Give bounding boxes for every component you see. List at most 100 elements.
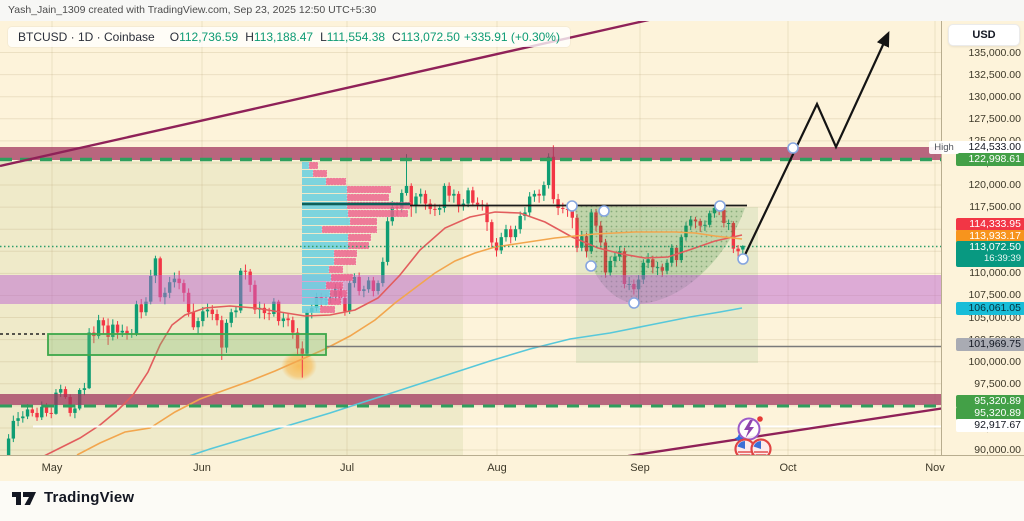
resistance-zone xyxy=(0,147,941,160)
time-axis[interactable]: May Jun Jul Aug Sep Oct Nov xyxy=(0,455,1024,482)
candle-body xyxy=(111,324,115,337)
candle-body xyxy=(546,156,551,186)
price-axis[interactable]: USD 135,000.00 132,500.00 130,000.00 127,50… xyxy=(941,21,1024,456)
change-value: +335.91 (+0.30%) xyxy=(463,30,560,44)
candle-body xyxy=(532,193,537,197)
price-label-ma-fast: 114,333.95 xyxy=(956,217,1024,231)
drawing-anchor xyxy=(598,205,610,217)
candle-body xyxy=(16,418,20,421)
candle-body xyxy=(291,320,295,333)
candle-body xyxy=(305,312,309,354)
candle-body xyxy=(63,389,68,398)
price-tick: 127,500.00 xyxy=(968,112,1021,125)
month-label-jul: Jul xyxy=(339,462,355,474)
candle-body xyxy=(125,330,129,334)
close-label: C xyxy=(392,30,401,44)
tradingview-logo-text: TradingView xyxy=(44,489,135,506)
candle-body xyxy=(551,156,556,200)
candle-body xyxy=(262,307,267,314)
ma-fast-line xyxy=(44,211,743,455)
candle-body xyxy=(44,406,49,413)
price-label-level: 122,998.61 xyxy=(956,152,1024,166)
price-label-ma-mid: 113,933.17 xyxy=(956,229,1024,243)
purple-demand-zone xyxy=(0,275,941,304)
support-box xyxy=(47,333,327,356)
chart-plot-area[interactable] xyxy=(0,0,941,481)
candle-body xyxy=(101,320,106,326)
candle-body xyxy=(736,248,740,252)
candle-body xyxy=(267,313,271,315)
drawing-anchor xyxy=(628,297,640,309)
price-label-level: 101,969.75 xyxy=(956,337,1024,351)
candle-body xyxy=(25,409,30,417)
symbol-title: BTCUSD · 1D · Coinbase xyxy=(18,30,155,44)
price-tick: 117,500.00 xyxy=(969,201,1021,214)
price-label-level: 95,320.89 xyxy=(956,406,1024,420)
gridlines xyxy=(0,21,941,455)
month-label-sep: Sep xyxy=(630,462,650,474)
attribution-bar: Yash_Jain_1309 created with TradingView.… xyxy=(0,0,1024,21)
candle-body xyxy=(229,312,233,323)
candle-body xyxy=(475,202,480,205)
currency-toggle-button[interactable]: USD xyxy=(948,24,1020,46)
candle-body xyxy=(504,229,508,238)
candle-body xyxy=(537,193,541,196)
candle-body xyxy=(120,330,124,333)
symbol-legend[interactable]: BTCUSD · 1D · Coinbase O112,736.59 H113,18… xyxy=(8,27,570,47)
candle-body xyxy=(205,309,210,312)
high-value: 113,188.47 xyxy=(253,30,314,44)
candle-body xyxy=(471,190,475,203)
candle-body xyxy=(731,223,736,249)
candle-body xyxy=(59,389,63,393)
open-label: O xyxy=(169,30,180,44)
candle-body xyxy=(580,236,584,248)
month-label-may: May xyxy=(41,462,63,474)
month-label-aug: Aug xyxy=(487,462,507,474)
candle-body xyxy=(87,332,91,389)
drawing-anchor xyxy=(737,253,749,265)
candle-body xyxy=(35,412,39,418)
candle-body xyxy=(400,192,404,209)
candle-body xyxy=(272,301,276,315)
candle-body xyxy=(409,185,413,206)
price-tick: 105,000.00 xyxy=(968,311,1021,324)
candle-body xyxy=(452,193,456,196)
candle-body xyxy=(224,322,229,348)
price-tick: 100,000.00 xyxy=(968,355,1021,368)
candle-body xyxy=(442,185,447,209)
price-label-level: 92,917.67 xyxy=(956,418,1024,432)
candle-body xyxy=(210,309,214,315)
highlight-brush xyxy=(281,351,317,381)
price-tick: 132,500.00 xyxy=(968,68,1021,81)
price-tick: 97,500.00 xyxy=(974,377,1021,390)
ma-slow-line xyxy=(189,307,743,455)
low-value: 111,554.38 xyxy=(326,30,386,44)
candle-body xyxy=(153,258,158,277)
candle-body xyxy=(343,298,347,312)
candle-body xyxy=(419,193,423,197)
close-value: 113,072.50 xyxy=(400,30,460,44)
volume-profile xyxy=(302,161,411,314)
candle-body xyxy=(96,320,101,337)
stickers xyxy=(734,416,772,455)
candle-body xyxy=(499,237,503,251)
month-label-oct: Oct xyxy=(779,462,797,474)
candle-body xyxy=(295,332,300,349)
candle-body xyxy=(281,318,286,322)
candle-body xyxy=(466,190,470,204)
drawing-anchor xyxy=(787,142,799,154)
month-label-nov: Nov xyxy=(925,462,945,474)
lower-trendline xyxy=(627,407,941,455)
candle-body xyxy=(30,409,34,413)
candle-body xyxy=(423,193,428,204)
tradingview-logo[interactable]: TradingView xyxy=(12,489,134,506)
price-tick: 120,000.00 xyxy=(968,179,1021,192)
candle-body xyxy=(21,416,25,419)
candle-body xyxy=(40,406,44,418)
footer-bar: TradingView xyxy=(0,481,1024,521)
candle-body xyxy=(527,196,532,213)
projection-arrow xyxy=(742,31,890,260)
candle-body xyxy=(437,208,442,210)
candle-body xyxy=(139,304,143,313)
